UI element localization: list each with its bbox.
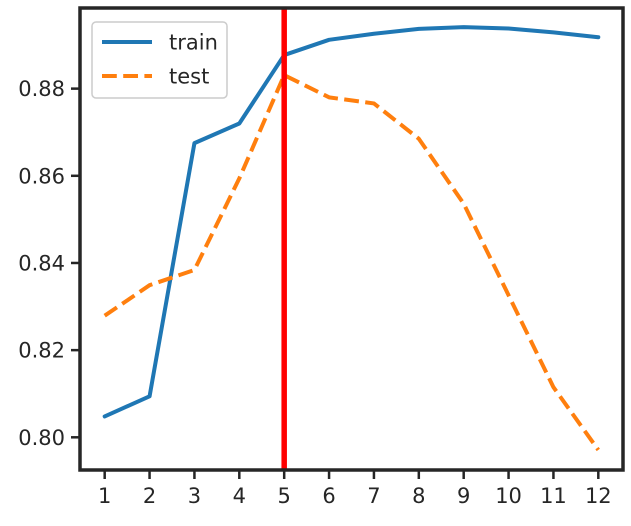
axes-frame	[78, 6, 625, 472]
y-tick-label: 0.82	[18, 339, 65, 363]
y-tick-label: 0.84	[18, 251, 65, 275]
x-tick-label: 2	[143, 484, 156, 508]
x-tick-label: 5	[277, 484, 290, 508]
x-tick-label: 3	[188, 484, 201, 508]
x-tick-label: 10	[495, 484, 522, 508]
x-tick-label: 4	[233, 484, 246, 508]
x-tick-label: 9	[457, 484, 470, 508]
series-line-train	[102, 25, 601, 419]
x-tick-label: 12	[585, 484, 612, 508]
series-lines	[102, 25, 601, 452]
y-tick-label: 0.88	[18, 77, 65, 101]
x-tick-label: 11	[540, 484, 567, 508]
x-tick-label: 8	[412, 484, 425, 508]
legend: train test	[91, 21, 228, 99]
x-tick-label: 7	[367, 484, 380, 508]
y-tick-label: 0.86	[18, 164, 65, 188]
y-tick-label: 0.80	[18, 426, 65, 450]
x-tick-label: 6	[322, 484, 335, 508]
legend-label-test: test	[169, 65, 209, 89]
legend-label-train: train	[169, 31, 218, 55]
axes: 1 2 3 4 5 6 7 8 9 10 11 120.800.820.840.860.88	[18, 6, 625, 508]
series-line-test	[103, 73, 600, 452]
x-tick-label: 1	[98, 484, 111, 508]
